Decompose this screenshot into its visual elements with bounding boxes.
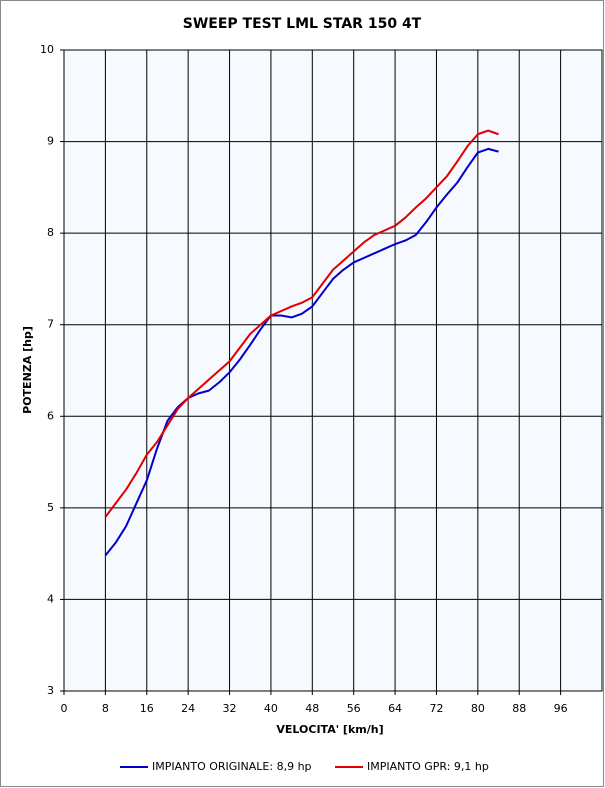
y-tick-label: 7 — [47, 318, 54, 331]
x-axis-title: VELOCITA' [km/h] — [276, 723, 383, 736]
legend-label: IMPIANTO GPR: 9,1 hp — [367, 760, 489, 773]
legend-label: IMPIANTO ORIGINALE: 8,9 hp — [152, 760, 312, 773]
x-tick-label: 40 — [264, 702, 278, 715]
x-tick-label: 32 — [223, 702, 237, 715]
y-tick-label: 6 — [47, 409, 54, 422]
y-tick-label: 9 — [47, 135, 54, 148]
data-line — [104, 147, 499, 557]
x-tick-label: 16 — [140, 702, 154, 715]
x-tick-label: 80 — [471, 702, 485, 715]
y-tick-label: 4 — [47, 592, 54, 605]
y-axis-title: POTENZA [hp] — [21, 326, 34, 414]
x-tick-label: 24 — [181, 702, 195, 715]
plot-area — [63, 49, 603, 692]
x-tick-label: 56 — [347, 702, 361, 715]
x-tick-label: 48 — [305, 702, 319, 715]
y-tick-label: 3 — [47, 684, 54, 697]
y-tick-label: 8 — [47, 226, 54, 239]
data-line — [104, 129, 499, 518]
x-tick-label: 88 — [512, 702, 526, 715]
y-tick-label: 10 — [40, 43, 54, 56]
x-tick-label: 64 — [388, 702, 402, 715]
x-tick-label: 8 — [102, 702, 109, 715]
x-tick-label: 0 — [61, 702, 68, 715]
x-tick-label: 72 — [429, 702, 443, 715]
y-tick-label: 5 — [47, 501, 54, 514]
x-tick-label: 96 — [554, 702, 568, 715]
chart-title: SWEEP TEST LML STAR 150 4T — [183, 16, 422, 32]
